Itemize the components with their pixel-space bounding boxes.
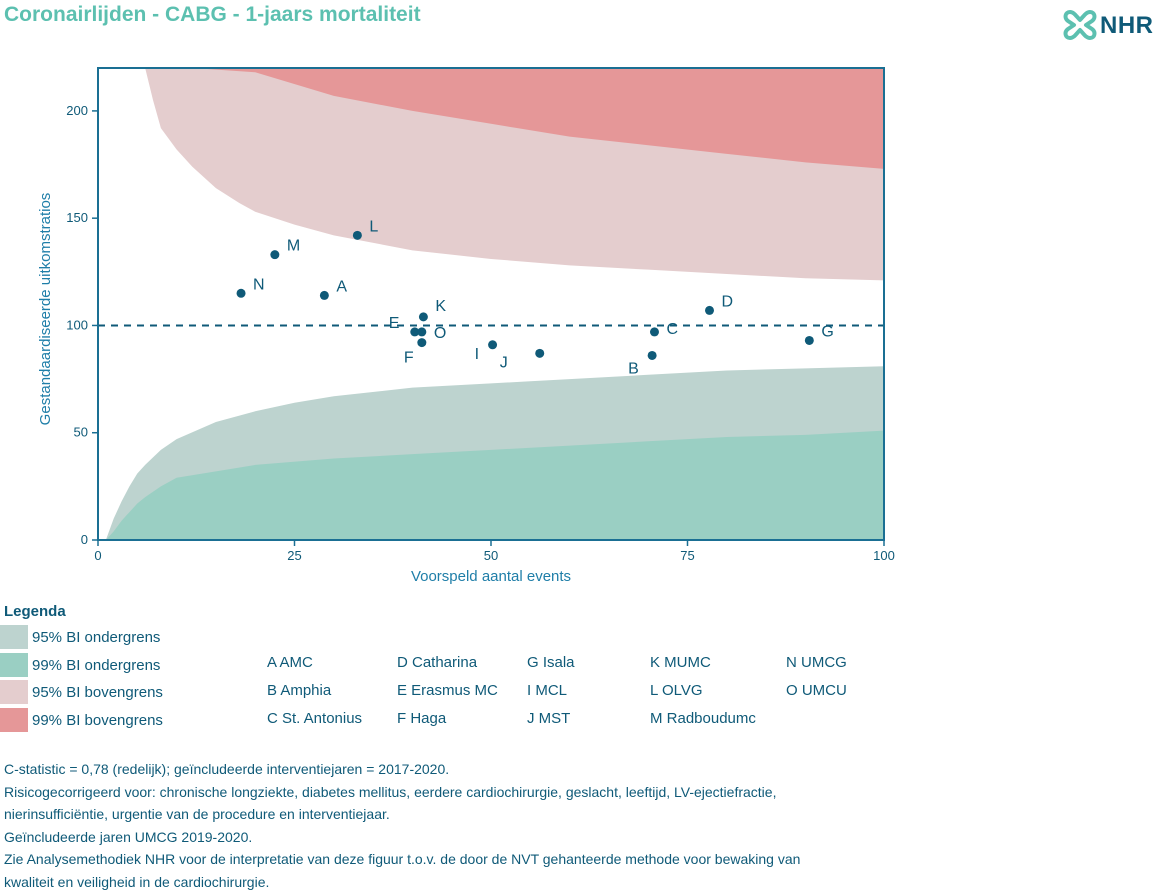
point-B xyxy=(648,351,657,360)
point-label-M: M xyxy=(287,238,300,255)
legend-label: 95% BI ondergrens xyxy=(32,629,160,646)
nhr-logo-icon xyxy=(1062,6,1098,42)
x-tick-label: 25 xyxy=(287,548,301,563)
hospital-entry: D Catharina xyxy=(397,654,477,671)
point-O xyxy=(417,327,426,336)
point-D xyxy=(705,306,714,315)
legend-label: 95% BI bovengrens xyxy=(32,684,163,701)
legend-swatch xyxy=(0,708,28,732)
point-K xyxy=(419,312,428,321)
legend-swatch xyxy=(0,680,28,704)
point-J xyxy=(535,349,544,358)
hospital-entry: A AMC xyxy=(267,654,313,671)
hospital-entry: N UMCG xyxy=(786,654,847,671)
logo-text: NHR xyxy=(1100,12,1154,40)
point-label-B: B xyxy=(628,360,639,377)
point-label-I: I xyxy=(475,346,479,363)
point-label-C: C xyxy=(666,321,678,338)
legend-item: 95% BI ondergrens xyxy=(0,625,160,649)
point-L xyxy=(353,231,362,240)
footnote-line: Zie Analysemethodiek NHR voor de interpr… xyxy=(4,848,1004,871)
point-label-D: D xyxy=(722,293,734,310)
hospital-entry: K MUMC xyxy=(650,654,711,671)
y-tick-label: 100 xyxy=(66,317,88,332)
point-label-O: O xyxy=(434,325,446,342)
y-tick-label: 150 xyxy=(66,210,88,225)
nhr-logo: NHR xyxy=(1062,6,1162,44)
hospital-entry: L OLVG xyxy=(650,682,703,699)
point-C xyxy=(650,327,659,336)
y-tick-label: 50 xyxy=(74,425,88,440)
legend-title: Legenda xyxy=(4,603,66,620)
legend-label: 99% BI bovengrens xyxy=(32,712,163,729)
footnote-line: Risicogecorrigeerd voor: chronische long… xyxy=(4,781,1004,804)
hospital-entry: E Erasmus MC xyxy=(397,682,498,699)
point-label-N: N xyxy=(253,276,265,293)
hospital-entry: O UMCU xyxy=(786,682,847,699)
hospital-entry: G Isala xyxy=(527,654,575,671)
ci-bands xyxy=(106,68,884,540)
hospital-entry: F Haga xyxy=(397,710,446,727)
legend-item: 95% BI bovengrens xyxy=(0,680,163,704)
point-N xyxy=(237,289,246,298)
y-tick-label: 200 xyxy=(66,103,88,118)
hospital-entry: C St. Antonius xyxy=(267,710,362,727)
x-tick-label: 50 xyxy=(484,548,498,563)
point-label-E: E xyxy=(389,315,400,332)
point-F xyxy=(417,338,426,347)
point-A xyxy=(320,291,329,300)
point-I xyxy=(488,340,497,349)
point-label-F: F xyxy=(404,350,414,367)
hospital-entry: M Radboudumc xyxy=(650,710,756,727)
x-tick-label: 100 xyxy=(873,548,895,563)
hospital-entry: B Amphia xyxy=(267,682,331,699)
y-axis: 0 50 100 150 200 xyxy=(66,103,98,547)
footnotes: C-statistic = 0,78 (redelijk); geïnclude… xyxy=(4,758,1004,893)
legend-swatch xyxy=(0,625,28,649)
legend-swatch xyxy=(0,653,28,677)
x-axis-label: Voorspeld aantal events xyxy=(411,568,571,585)
point-label-G: G xyxy=(821,323,833,340)
hospital-entry: I MCL xyxy=(527,682,567,699)
page-title: Coronairlijden - CABG - 1-jaars mortalit… xyxy=(4,3,421,27)
footnote-line: nierinsufficiëntie, urgentie van de proc… xyxy=(4,803,1004,826)
point-label-J: J xyxy=(500,354,508,371)
legend-item: 99% BI ondergrens xyxy=(0,653,160,677)
x-tick-label: 75 xyxy=(680,548,694,563)
point-G xyxy=(805,336,814,345)
funnel-chart: A B C D E F G I J K L M N O 0 50 100 150 200 0 25 50 75 100 V… xyxy=(0,50,900,595)
y-axis-label: Gestandaardiseerde uitkomstratios xyxy=(37,193,54,426)
hospital-entry: J MST xyxy=(527,710,570,727)
point-label-A: A xyxy=(336,278,347,295)
x-axis: 0 25 50 75 100 xyxy=(94,540,894,563)
footnote-line: C-statistic = 0,78 (redelijk); geïnclude… xyxy=(4,758,1004,781)
footnote-line: Geïncludeerde jaren UMCG 2019-2020. xyxy=(4,826,1004,849)
point-label-L: L xyxy=(369,218,378,235)
y-tick-label: 0 xyxy=(81,532,88,547)
point-label-K: K xyxy=(435,298,446,315)
legend-item: 99% BI bovengrens xyxy=(0,708,163,732)
x-tick-label: 0 xyxy=(94,548,101,563)
point-M xyxy=(270,250,279,259)
legend-label: 99% BI ondergrens xyxy=(32,657,160,674)
